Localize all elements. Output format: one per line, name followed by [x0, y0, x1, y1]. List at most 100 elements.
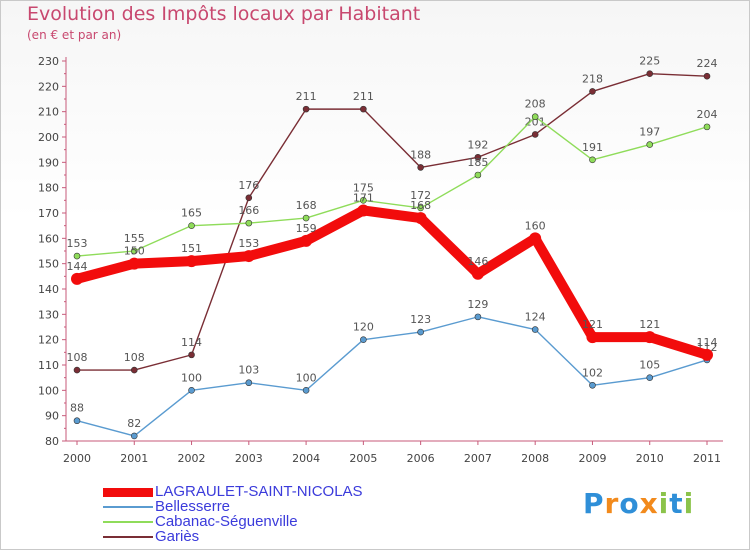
data-label: 225	[639, 55, 660, 68]
data-label: 114	[181, 336, 202, 349]
data-label: 150	[124, 245, 145, 258]
series-line	[76, 116, 708, 257]
x-tick-label: 2007	[464, 452, 492, 465]
data-label: 211	[296, 90, 317, 103]
data-label: 123	[410, 313, 431, 326]
data-label: 159	[296, 222, 317, 235]
data-point	[188, 387, 195, 394]
logo-letter: P	[583, 487, 605, 520]
legend-swatch	[103, 521, 153, 523]
legend-label: Bellesserre	[155, 498, 231, 515]
logo-letter: t	[669, 487, 684, 520]
data-label: 155	[124, 232, 145, 245]
x-tick-label: 2006	[407, 452, 435, 465]
x-tick-label: 2002	[178, 452, 206, 465]
data-point	[589, 156, 596, 164]
proxiti-logo: Proxiti	[583, 487, 694, 520]
data-label: 176	[238, 179, 259, 192]
x-tick-label: 2001	[120, 452, 148, 465]
data-label: 197	[639, 126, 660, 139]
data-point	[130, 247, 138, 255]
data-point	[128, 257, 141, 270]
y-tick-label: 90	[45, 410, 59, 423]
data-point	[302, 387, 310, 394]
y-tick-label: 150	[38, 258, 59, 271]
data-point	[73, 366, 81, 374]
data-point	[245, 194, 253, 202]
data-point	[73, 252, 81, 260]
y-tick-label: 160	[38, 232, 59, 245]
data-label: 168	[296, 199, 317, 212]
data-point	[302, 214, 310, 222]
data-label: 185	[467, 156, 488, 169]
data-label: 121	[582, 318, 603, 331]
data-point	[471, 267, 484, 280]
data-label: 191	[582, 141, 603, 154]
data-label: 188	[410, 148, 431, 161]
data-point	[245, 379, 253, 387]
y-tick-label: 80	[45, 435, 59, 448]
y-tick-label: 100	[38, 384, 59, 397]
y-tick-label: 170	[38, 207, 59, 220]
x-tick-label: 2000	[63, 452, 91, 465]
data-point	[130, 366, 138, 374]
y-tick-label: 120	[38, 334, 59, 347]
data-point	[242, 250, 255, 263]
data-point	[586, 331, 599, 344]
data-label: 100	[296, 371, 317, 384]
y-tick-label: 110	[38, 359, 59, 372]
legend-label: LAGRAULET-SAINT-NICOLAS	[155, 483, 363, 500]
data-point	[360, 105, 367, 113]
data-label: 121	[639, 318, 660, 331]
series-line	[76, 316, 708, 437]
x-tick-label: 2008	[521, 452, 549, 465]
data-label: 204	[697, 108, 718, 121]
data-label: 153	[67, 237, 88, 250]
data-label: 165	[181, 207, 202, 220]
legend-swatch	[103, 488, 153, 497]
y-tick-label: 180	[38, 182, 59, 195]
x-tick-label: 2010	[636, 452, 664, 465]
data-point	[474, 171, 482, 179]
data-label: 151	[181, 242, 202, 255]
data-point	[529, 232, 542, 245]
x-tick-label: 2011	[693, 452, 721, 465]
data-point	[360, 197, 367, 204]
series-line	[76, 72, 708, 371]
legend-label: Gariès	[155, 528, 200, 545]
x-tick-label: 2009	[578, 452, 606, 465]
data-label: 211	[353, 90, 374, 103]
data-label: 129	[467, 298, 488, 311]
data-point	[646, 70, 654, 77]
data-point	[474, 313, 482, 321]
data-label: 168	[410, 199, 431, 212]
data-point	[300, 234, 313, 247]
logo-letter: x	[639, 487, 659, 520]
y-tick-label: 130	[38, 308, 59, 321]
data-label: 218	[582, 72, 603, 85]
data-label: 82	[127, 417, 141, 430]
data-label: 224	[697, 57, 718, 70]
data-point	[417, 204, 424, 212]
data-point	[531, 131, 539, 138]
data-label: 120	[353, 321, 374, 334]
data-point	[531, 113, 539, 121]
data-label: 108	[67, 351, 88, 364]
data-point	[589, 381, 596, 389]
data-label: 102	[582, 366, 603, 379]
data-label: 144	[67, 260, 88, 273]
data-point	[188, 222, 195, 229]
legend-label: Cabanac-Séguenville	[155, 513, 298, 530]
data-point	[589, 88, 596, 95]
x-tick-label: 2004	[292, 452, 320, 465]
logo-letter: i	[683, 487, 695, 520]
data-point	[357, 204, 370, 217]
series-line	[72, 205, 712, 360]
data-label: 100	[181, 371, 202, 384]
data-point	[417, 164, 424, 171]
data-label: 171	[353, 191, 374, 204]
chart-subtitle: (en € et par an)	[27, 28, 122, 42]
data-point	[245, 219, 253, 227]
